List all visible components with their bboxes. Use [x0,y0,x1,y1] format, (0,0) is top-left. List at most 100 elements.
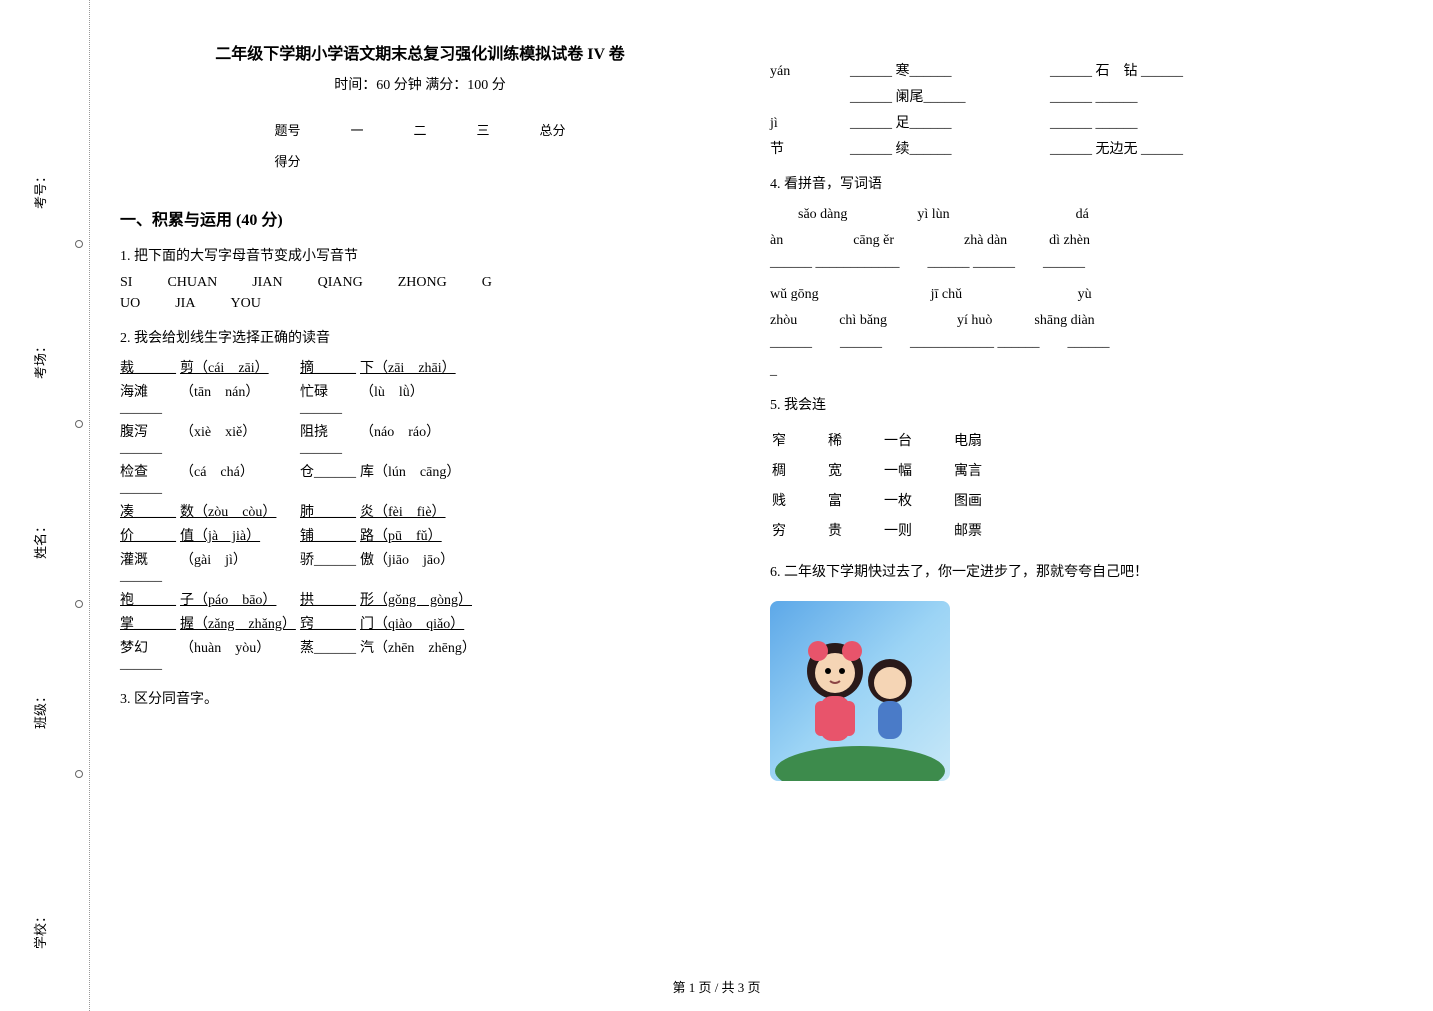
vocab-pinyin: 值（jà jià） [180,525,300,545]
vocab-pinyin: 数（zòu còu） [180,501,300,521]
vocab-pinyin: （xiè xiě） [180,421,300,457]
vocab-word: 灌溉______ [120,549,180,585]
q3-prompt: 3. 区分同音字。 [120,688,720,708]
q2-rows: 裁______剪（cái zāi）摘______下（zāi zhāi） 海滩___… [120,357,720,673]
q4-blank: ______ ____________ ______ ______ ______ [770,251,1370,271]
q5-cell: 稠 [772,456,826,484]
score-header: 二 [388,114,451,145]
q5-cell: 宽 [828,456,882,484]
q5-cell: 贵 [828,516,882,544]
left-column: 二年级下学期小学语文期末总复习强化训练模拟试卷 IV 卷 时间：60 分钟 满分… [120,30,720,781]
pinyin: 节 [770,138,850,158]
vocab-word: 袍______ [120,589,180,609]
vocab-row: 价______值（jà jià）铺______路（pū fǔ） [120,525,720,545]
margin-label: 学校： [30,910,49,949]
margin-label: 班级： [30,690,49,729]
vocab-word: 摘______ [300,357,360,377]
vocab-pinyin: 傲（jiāo jāo） [360,549,500,585]
vocab-word: 检查______ [120,461,180,497]
q5-cell: 邮票 [954,516,1022,544]
vocab-pinyin: 形（gǒng gòng） [360,589,500,609]
exam-title: 二年级下学期小学语文期末总复习强化训练模拟试卷 IV 卷 [120,40,720,64]
vocab-pinyin: 剪（cái zāi） [180,357,300,377]
q1-item: CHUAN [167,275,217,291]
vocab-row: 凑______数（zòu còu）肺______炎（fèi fiè） [120,501,720,521]
q6-prompt: 6. 二年级下学期快过去了，你一定进步了，那就夸夸自己吧！ [770,561,1370,581]
vocab-word: 腹泻______ [120,421,180,457]
vocab-pinyin: 路（pū fǔ） [360,525,500,545]
score-header: 三 [452,114,515,145]
q2-prompt: 2. 我会给划线生字选择正确的读音 [120,327,720,347]
vocab-row: 腹泻______（xiè xiě）阻挠______（náo ráo） [120,421,720,457]
q1-item: UO [120,296,140,312]
q5-table: 窄稀一台电扇 稠宽一幅寓言 贱富一枚图画 穷贵一则邮票 [770,424,1024,546]
vocab-word: 海滩______ [120,381,180,417]
score-header: 一 [325,114,388,145]
vocab-pinyin: （tān nán） [180,381,300,417]
vocab-word: 骄______ [300,549,360,585]
q4-line: sǎo dàng yì lùn dá [770,203,1370,223]
q1-item: ZHONG [398,275,447,291]
vocab-pinyin: 炎（fèi fiè） [360,501,500,521]
vocab-word: 裁______ [120,357,180,377]
q4-blank: ______ ______ ____________ ______ ______ [770,331,1370,351]
binding-circle [75,770,83,778]
q4-line: àn cāng ěr zhà dàn dì zhèn [770,229,1370,249]
vocab-pinyin: （gài jì） [180,549,300,585]
q1-item: JIAN [252,275,282,291]
homophone-right: ______ ______ [1050,90,1138,105]
q4-line: wǔ gōng jī chǔ yù [770,283,1370,303]
q5-cell: 窄 [772,426,826,454]
q5-cell: 富 [828,486,882,514]
q5-cell: 一台 [884,426,952,454]
homophone-right: ______ 无边无 ______ [1050,142,1183,157]
q5-cell: 一则 [884,516,952,544]
vocab-word: 价______ [120,525,180,545]
vocab-row: 掌______握（zǎng zhǎng）窍______门（qiào qiǎo） [120,613,720,633]
right-column: yán______ 寒____________ 石 钻 ____________… [770,30,1370,781]
left-margin: 考号： 考场： 姓名： 班级： 学校： [30,0,90,1011]
q1-item: YOU [230,296,260,312]
exam-subtitle: 时间：60 分钟 满分：100 分 [120,74,720,94]
vocab-pinyin: 子（páo bāo） [180,589,300,609]
score-header: 题号 [249,114,325,145]
illustration [770,601,950,781]
q1-item: QIANG [318,275,363,291]
page-footer: 第 1 页 / 共 3 页 [672,977,760,996]
homophone-mid: ______ 阑尾______ [850,86,1050,106]
vocab-pinyin: 门（qiào qiǎo） [360,613,500,633]
q5-cell: 一幅 [884,456,952,484]
q5-cell: 穷 [772,516,826,544]
homophone-row: 节______ 续____________ 无边无 ______ [770,138,1370,158]
q3-rows: yán______ 寒____________ 石 钻 ____________… [770,60,1370,158]
q5-cell: 电扇 [954,426,1022,454]
margin-label: 考场： [30,340,49,379]
score-table: 题号 一 二 三 总分 得分 [249,114,590,176]
pinyin: yán [770,64,850,80]
homophone-right: ______ ______ [1050,116,1138,131]
homophone-mid: ______ 续______ [850,138,1050,158]
q5-prompt: 5. 我会连 [770,394,1370,414]
margin-label: 姓名： [30,520,49,559]
binding-circle [75,600,83,608]
q5-cell: 贱 [772,486,826,514]
vocab-pinyin: （náo ráo） [360,421,500,457]
q4-line: zhòu chì bǎng yí huò shāng diàn [770,309,1370,329]
q5-cell: 图画 [954,486,1022,514]
vocab-row: 袍______子（páo bāo）拱______形（gǒng gòng） [120,589,720,609]
pinyin: jì [770,116,850,132]
q1-item: JIA [175,296,195,312]
vocab-word: 梦幻______ [120,637,180,673]
vocab-pinyin: 下（zāi zhāi） [360,357,500,377]
vocab-word: 肺______ [300,501,360,521]
vocab-row: 梦幻______（huàn yòu）蒸______汽（zhēn zhēng） [120,637,720,673]
binding-circle [75,240,83,248]
q4-blank: _ [770,363,1370,379]
vocab-pinyin: （lù lǜ） [360,381,500,417]
homophone-right: ______ 石 钻 ______ [1050,64,1183,79]
homophone-row: ______ 阑尾____________ ______ [770,86,1370,106]
homophone-mid: ______ 寒______ [850,60,1050,80]
vocab-row: 裁______剪（cái zāi）摘______下（zāi zhāi） [120,357,720,377]
homophone-mid: ______ 足______ [850,112,1050,132]
vocab-word: 拱______ [300,589,360,609]
